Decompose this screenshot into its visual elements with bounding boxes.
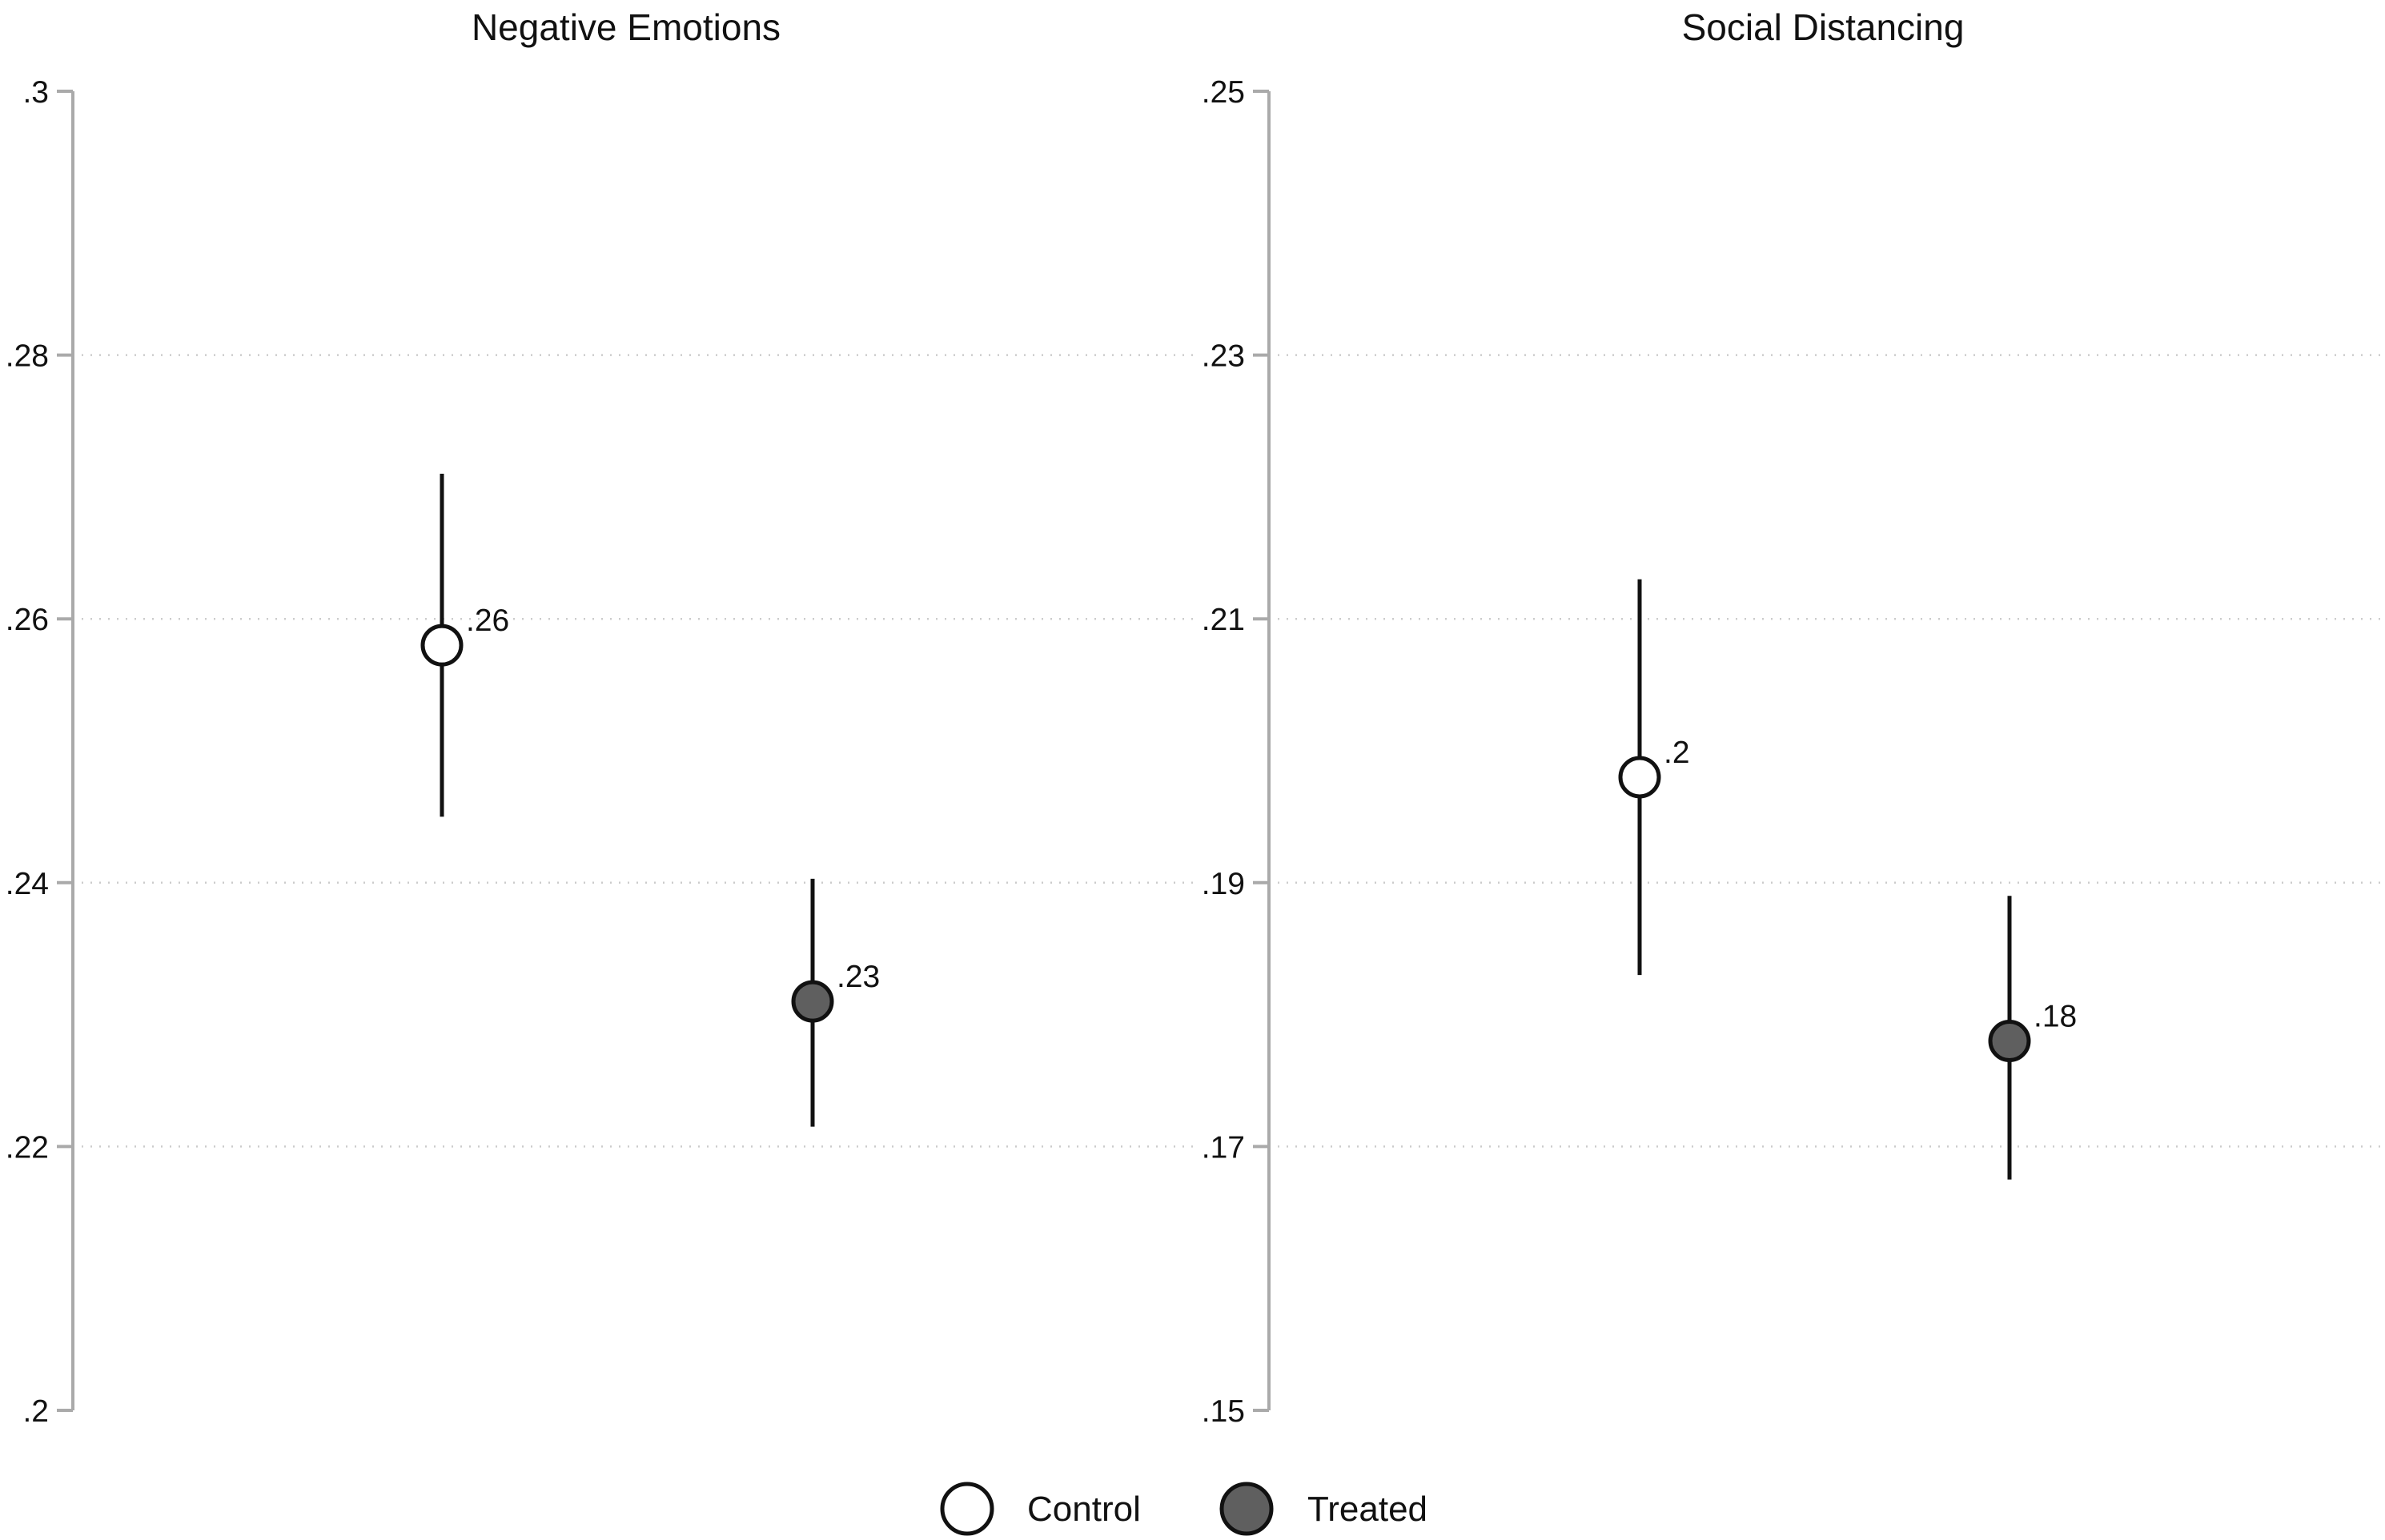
data-label: .2 (1664, 736, 1690, 770)
legend: Control Treated (940, 1482, 1427, 1536)
panel-social-distancing: Social Distancing .25 .23 .21 .19 .17 .15 .2 .1… (1202, 6, 2385, 1429)
data-label: .18 (2034, 1000, 2077, 1034)
data-label: .26 (466, 604, 509, 638)
panel-title: Social Distancing (1682, 6, 1965, 48)
y-tick-label: .19 (1202, 867, 1245, 901)
legend-label-control: Control (1027, 1490, 1141, 1529)
y-tick-label: .21 (1202, 603, 1245, 637)
y-tick-label: .3 (22, 75, 49, 110)
point-marker (1618, 756, 1661, 799)
legend-marker-control (940, 1482, 994, 1536)
legend-marker-treated (1219, 1482, 1274, 1536)
y-tick-label: .23 (1202, 339, 1245, 374)
y-tick-label: .25 (1202, 75, 1245, 110)
point-marker (791, 980, 834, 1023)
y-tick-label: .26 (6, 603, 49, 637)
legend-label-treated: Treated (1307, 1490, 1427, 1529)
y-tick-label: .2 (22, 1394, 49, 1429)
point-marker (1988, 1020, 2031, 1063)
data-label: .23 (837, 960, 880, 994)
panel-title: Negative Emotions (472, 6, 781, 48)
y-tick-label: .28 (6, 339, 49, 374)
y-tick-label: .17 (1202, 1130, 1245, 1165)
y-tick-label: .24 (6, 867, 49, 901)
y-tick-label: .22 (6, 1130, 49, 1165)
point-marker (420, 624, 464, 667)
y-tick-label: .15 (1202, 1394, 1245, 1429)
panel-negative-emotions: Negative Emotions .3 .28 .26 .24 .22 .2 .26 .23 (6, 6, 1193, 1429)
